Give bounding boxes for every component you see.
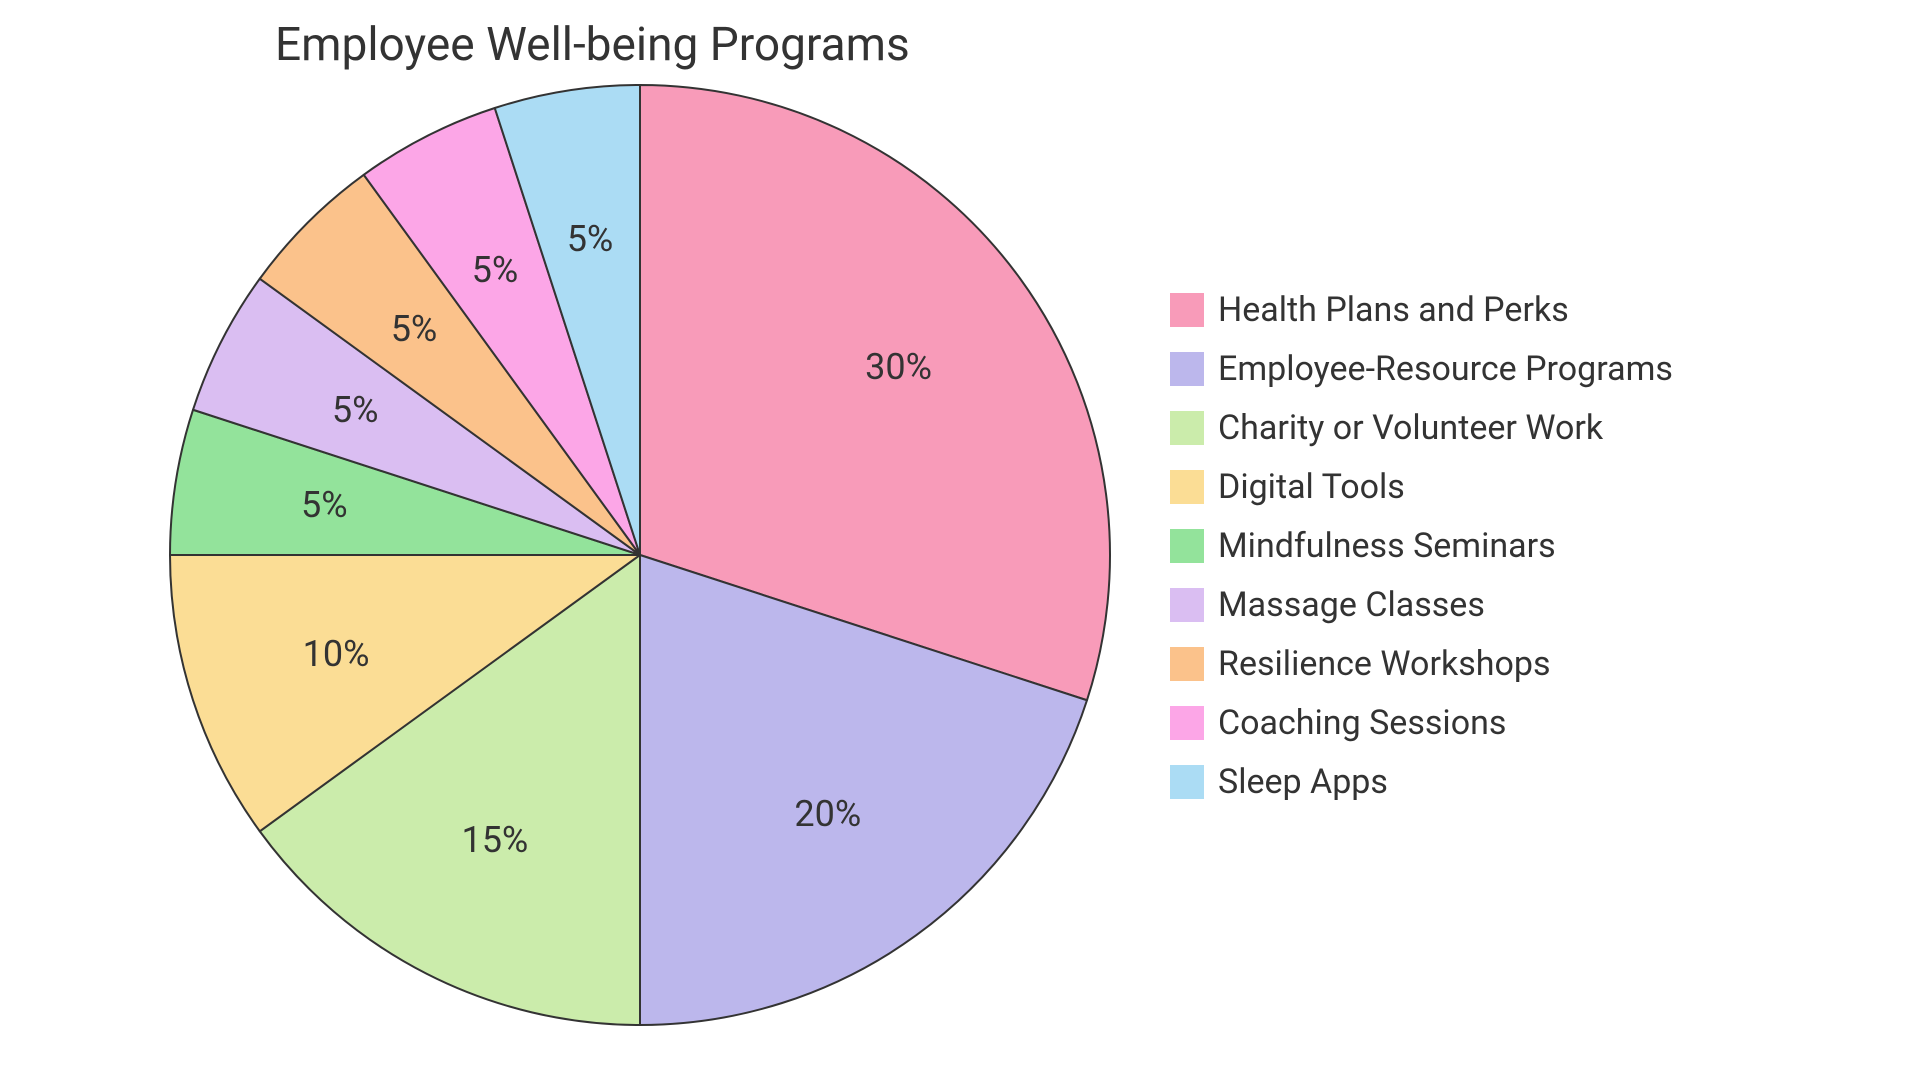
legend-swatch bbox=[1170, 529, 1204, 563]
legend-swatch bbox=[1170, 470, 1204, 504]
legend-swatch bbox=[1170, 411, 1204, 445]
legend-item: Employee-Resource Programs bbox=[1170, 349, 1673, 389]
legend-item: Sleep Apps bbox=[1170, 762, 1673, 802]
legend-swatch bbox=[1170, 293, 1204, 327]
legend-label: Sleep Apps bbox=[1218, 762, 1388, 802]
pie-slice-label: 30% bbox=[865, 346, 932, 388]
legend-item: Massage Classes bbox=[1170, 585, 1673, 625]
legend-label: Resilience Workshops bbox=[1218, 644, 1551, 684]
pie-svg bbox=[168, 83, 1112, 1027]
pie-slice-label: 10% bbox=[303, 633, 370, 675]
pie-slice-label: 5% bbox=[332, 389, 379, 431]
legend-item: Resilience Workshops bbox=[1170, 644, 1673, 684]
pie-slice-label: 5% bbox=[301, 484, 348, 526]
pie-slice-label: 15% bbox=[461, 819, 528, 861]
pie-slice-label: 5% bbox=[567, 218, 614, 260]
legend-item: Health Plans and Perks bbox=[1170, 290, 1673, 330]
pie-chart: 30% 20% 15% 10% 5% 5% 5% 5% 5% bbox=[168, 83, 1112, 1027]
legend-item: Coaching Sessions bbox=[1170, 703, 1673, 743]
legend-swatch bbox=[1170, 352, 1204, 386]
legend-item: Digital Tools bbox=[1170, 467, 1673, 507]
pie-slice-label: 20% bbox=[794, 793, 861, 835]
legend-item: Mindfulness Seminars bbox=[1170, 526, 1673, 566]
legend-label: Health Plans and Perks bbox=[1218, 290, 1569, 330]
legend: Health Plans and Perks Employee-Resource … bbox=[1170, 290, 1673, 821]
legend-swatch bbox=[1170, 647, 1204, 681]
legend-label: Employee-Resource Programs bbox=[1218, 349, 1673, 389]
legend-swatch bbox=[1170, 765, 1204, 799]
pie-slice-label: 5% bbox=[391, 308, 438, 350]
legend-label: Coaching Sessions bbox=[1218, 703, 1506, 743]
legend-label: Mindfulness Seminars bbox=[1218, 526, 1556, 566]
legend-label: Charity or Volunteer Work bbox=[1218, 408, 1603, 448]
chart-title: Employee Well-being Programs bbox=[275, 18, 910, 72]
legend-item: Charity or Volunteer Work bbox=[1170, 408, 1673, 448]
pie-slice-label: 5% bbox=[472, 249, 519, 291]
legend-swatch bbox=[1170, 588, 1204, 622]
chart-container: Employee Well-being Programs 30% 20% 15% 10… bbox=[0, 0, 1920, 1080]
legend-label: Digital Tools bbox=[1218, 467, 1405, 507]
legend-swatch bbox=[1170, 706, 1204, 740]
legend-label: Massage Classes bbox=[1218, 585, 1485, 625]
